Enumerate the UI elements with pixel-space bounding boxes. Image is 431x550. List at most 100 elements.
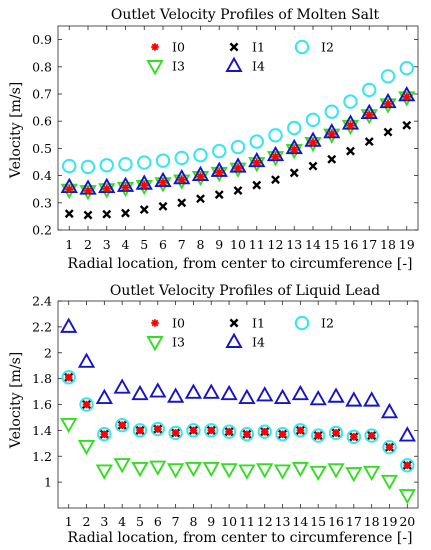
- x-tick-label: 10: [221, 514, 237, 529]
- data-point-I1: [252, 180, 262, 190]
- y-tick-label: 1.8: [32, 371, 52, 386]
- data-point-I4: [149, 382, 167, 398]
- legend-marker: [294, 315, 310, 331]
- data-point-I2: [364, 428, 379, 443]
- data-point-I3: [131, 461, 149, 478]
- data-point-I3: [285, 144, 303, 160]
- y-tick-label: 0.3: [32, 195, 52, 210]
- legend-marker: [225, 332, 243, 348]
- data-point-I0: [385, 443, 394, 451]
- data-point-I3: [363, 465, 381, 482]
- data-point-I4: [95, 388, 113, 404]
- data-point-I0: [260, 427, 269, 436]
- legend-marker: [294, 39, 310, 55]
- data-point-I2: [268, 128, 283, 143]
- data-point-I3: [77, 439, 96, 456]
- data-point-I4: [220, 384, 238, 401]
- x-tick-label: 8: [197, 237, 205, 252]
- y-tick-label: 1: [44, 475, 52, 490]
- data-point-I1: [364, 137, 374, 147]
- data-point-I2: [305, 112, 321, 128]
- data-point-I3: [154, 177, 172, 193]
- legend-item-I2: I2: [294, 315, 334, 331]
- data-point-I4: [309, 389, 327, 406]
- data-point-I3: [60, 417, 78, 434]
- data-point-I4: [363, 391, 381, 407]
- data-point-I4: [77, 352, 96, 368]
- data-point-I3: [266, 151, 285, 167]
- x-tick-label: 1: [65, 514, 73, 529]
- x-tick-label: 18: [364, 514, 380, 529]
- data-point-I2: [79, 397, 94, 412]
- x-tick-label: 9: [215, 237, 223, 252]
- data-point-I0: [309, 138, 317, 147]
- legend-marker: [229, 318, 239, 328]
- data-point-I3: [113, 458, 131, 474]
- data-point-I1: [233, 186, 243, 196]
- data-point-I3: [149, 460, 167, 476]
- data-point-I0: [65, 185, 74, 193]
- data-point-I0: [346, 121, 355, 130]
- series-I2: [62, 60, 414, 175]
- data-point-I2: [193, 148, 208, 163]
- x-tick-label: 4: [118, 514, 126, 529]
- data-point-I2: [174, 150, 189, 166]
- plot-frame: [57, 25, 419, 231]
- data-point-I2: [293, 423, 308, 438]
- legend: I0 I1 I2 I3 I4: [146, 39, 334, 76]
- data-point-I3: [256, 463, 274, 479]
- y-tick-label: 1.2: [32, 449, 52, 464]
- data-point-I0: [271, 152, 280, 161]
- data-point-I1: [121, 208, 130, 218]
- legend-label: I0: [172, 40, 185, 55]
- data-point-I3: [345, 467, 363, 483]
- data-point-I0: [171, 429, 180, 437]
- data-point-I0: [350, 433, 358, 441]
- data-point-I4: [256, 386, 274, 402]
- data-point-I2: [99, 158, 114, 173]
- x-tick-label: 14: [305, 237, 321, 252]
- x-tick-label: 16: [343, 237, 359, 252]
- series-I2: [61, 370, 415, 473]
- data-point-I2: [168, 425, 183, 441]
- legend-marker: [151, 43, 159, 51]
- legend-label: I3: [172, 59, 185, 74]
- data-point-I2: [275, 427, 290, 442]
- y-tick-label: 1.6: [32, 397, 52, 412]
- data-point-I3: [273, 464, 292, 480]
- data-point-I3: [202, 461, 220, 478]
- data-point-I0: [136, 426, 144, 435]
- data-point-I2: [380, 69, 396, 84]
- data-point-I4: [238, 388, 256, 404]
- data-point-I0: [234, 164, 242, 172]
- legend-label: I3: [172, 335, 185, 350]
- chart-liquid-lead: Outlet Velocity Profiles of Liquid Lead …: [8, 283, 419, 546]
- y-tick-label: 2.4: [32, 294, 52, 309]
- legend-label: I4: [252, 335, 265, 350]
- x-tick-label: 14: [292, 514, 308, 529]
- data-point-I2: [328, 425, 344, 441]
- x-tick-label: 5: [140, 237, 148, 252]
- data-point-I3: [60, 183, 78, 200]
- legend-item-I0: I0: [151, 316, 185, 331]
- data-point-I0: [243, 430, 251, 439]
- chart-title: Outlet Velocity Profiles of Molten Salt: [111, 7, 380, 23]
- data-point-I2: [61, 370, 76, 385]
- x-tick-label: 7: [178, 237, 186, 252]
- x-axis-label: Radial location, from center to circumfe…: [67, 530, 412, 546]
- data-point-I2: [399, 60, 414, 76]
- data-point-I4: [202, 383, 220, 399]
- data-point-I3: [135, 179, 153, 196]
- data-point-I1: [139, 205, 149, 215]
- data-point-I0: [296, 426, 305, 435]
- data-point-I2: [287, 120, 302, 136]
- legend-item-I4: I4: [225, 332, 265, 350]
- x-tick-label: 17: [346, 514, 362, 529]
- legend-item-I0: I0: [151, 40, 185, 55]
- data-point-I4: [166, 387, 185, 403]
- y-tick-label: 0.4: [32, 168, 52, 183]
- data-point-I4: [131, 384, 149, 401]
- data-point-I3: [191, 171, 210, 187]
- y-tick-label: 0.6: [32, 114, 52, 129]
- data-point-I4: [327, 387, 345, 403]
